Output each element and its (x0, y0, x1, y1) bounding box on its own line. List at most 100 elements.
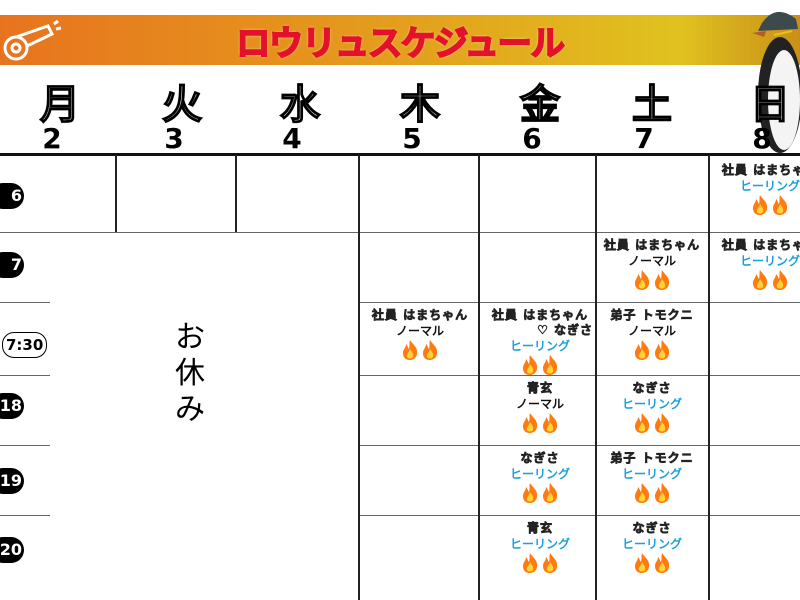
schedule-entry[interactable]: なぎさ ヒーリング (481, 451, 599, 504)
session-mode: ノーマル (627, 254, 676, 268)
flame-icon (543, 553, 558, 573)
flame-icon (635, 413, 650, 433)
time-label: 18 (0, 393, 24, 419)
flame-icon (523, 413, 538, 433)
session-mode: ノーマル (395, 324, 444, 338)
session-mode: ヒーリング (621, 537, 682, 551)
row-divider (0, 302, 50, 303)
staff-name: 社員 はまちゃん (491, 308, 589, 323)
column-divider (115, 155, 117, 232)
schedule-entry[interactable]: 社員 はまちゃん ノーマル (593, 238, 711, 291)
day-date: 5 (402, 122, 422, 155)
session-mode: ヒーリング (621, 397, 682, 411)
day-date: 2 (42, 122, 62, 155)
day-name: 木 (399, 81, 441, 129)
column-divider (708, 155, 710, 600)
time-label: 6 (0, 183, 24, 209)
row-divider (0, 375, 50, 376)
session-mode: ヒーリング (739, 179, 800, 193)
staff-name: なぎさ (632, 381, 672, 396)
flame-icon (773, 195, 788, 215)
schedule-entry[interactable]: 社員 はまちゃん ノーマル (361, 308, 479, 361)
staff-name: 社員 はまちゃん (371, 308, 469, 323)
flame-icon (543, 413, 558, 433)
schedule-entry[interactable]: 青玄 ヒーリング (481, 521, 599, 574)
flame-icons (481, 552, 599, 574)
flame-icon (523, 553, 538, 573)
staff-name: 社員 はまちゃん (721, 238, 800, 253)
flame-icon (543, 483, 558, 503)
flame-icon (635, 270, 650, 290)
session-mode: ヒーリング (509, 339, 570, 353)
row-divider (358, 302, 800, 303)
header-banner (0, 15, 800, 65)
staff-name: 青玄 (526, 381, 553, 396)
staff-name: 社員 はまちゃん (721, 163, 800, 178)
time-label: 20 (0, 537, 24, 563)
flame-icons (593, 412, 711, 434)
flame-icon (423, 340, 438, 360)
day-name: 土 (631, 81, 673, 129)
flame-icons (481, 354, 599, 376)
row-divider (0, 232, 358, 233)
schedule-entry[interactable]: 青玄 ノーマル (481, 381, 599, 434)
page-title: ロウリュスケジュール (235, 23, 566, 65)
flame-icon (635, 340, 650, 360)
schedule-entry[interactable]: 弟子 トモクニ ノーマル (593, 308, 711, 361)
schedule-entry[interactable]: 社員 はまちゃんヒーリング (711, 163, 800, 216)
session-mode: ヒーリング (621, 467, 682, 481)
day-name: 火 (161, 81, 203, 129)
staff-name: なぎさ (520, 451, 560, 466)
flame-icon (655, 413, 670, 433)
column-divider (595, 155, 597, 600)
flame-icon (655, 553, 670, 573)
flame-icon (523, 355, 538, 375)
session-mode: ヒーリング (739, 254, 800, 268)
flame-icons (593, 269, 711, 291)
staff-name: なぎさ (632, 521, 672, 536)
day-name: 日 (749, 81, 791, 129)
session-mode: ノーマル (515, 397, 564, 411)
staff-name: 青玄 (526, 521, 553, 536)
schedule-entry[interactable]: 社員 はまちゃん ♡ なぎさ ヒーリング (481, 308, 599, 376)
schedule-entry[interactable]: 社員 はまちゃんヒーリング (711, 238, 800, 291)
time-label: 19 (0, 468, 24, 494)
row-divider (358, 232, 800, 233)
row-divider (358, 445, 800, 446)
flame-icons (593, 482, 711, 504)
day-date: 3 (164, 122, 184, 155)
day-date: 4 (282, 122, 302, 155)
column-divider (358, 155, 360, 600)
staff-name: 社員 はまちゃん (603, 238, 701, 253)
flame-icon (773, 270, 788, 290)
row-divider (358, 515, 800, 516)
flame-icon (543, 355, 558, 375)
flame-icon (655, 483, 670, 503)
flame-icon (655, 340, 670, 360)
flame-icons (711, 194, 800, 216)
flame-icons (593, 552, 711, 574)
day-date: 7 (634, 122, 654, 155)
session-mode: ヒーリング (509, 467, 570, 481)
schedule-entry[interactable]: なぎさ ヒーリング (593, 521, 711, 574)
schedule-entry[interactable]: なぎさ ヒーリング (593, 381, 711, 434)
flame-icon (403, 340, 418, 360)
day-name: 月 (39, 81, 81, 129)
flame-icon (753, 195, 768, 215)
day-date: 6 (522, 122, 542, 155)
flame-icon (523, 483, 538, 503)
day-off-label: お休み (175, 320, 205, 427)
flame-icon (635, 483, 650, 503)
staff-name: 弟子 トモクニ (610, 308, 694, 323)
flame-icons (361, 339, 479, 361)
day-name: 金 (519, 81, 561, 129)
column-divider (235, 155, 237, 232)
schedule-entry[interactable]: 弟子 トモクニ ヒーリング (593, 451, 711, 504)
flame-icon (635, 553, 650, 573)
flame-icons (481, 482, 599, 504)
session-mode: ヒーリング (509, 537, 570, 551)
staff-name-partner: ♡ なぎさ (537, 323, 593, 338)
row-divider (358, 375, 800, 376)
flame-icons (593, 339, 711, 361)
whistle-icon (3, 20, 62, 61)
